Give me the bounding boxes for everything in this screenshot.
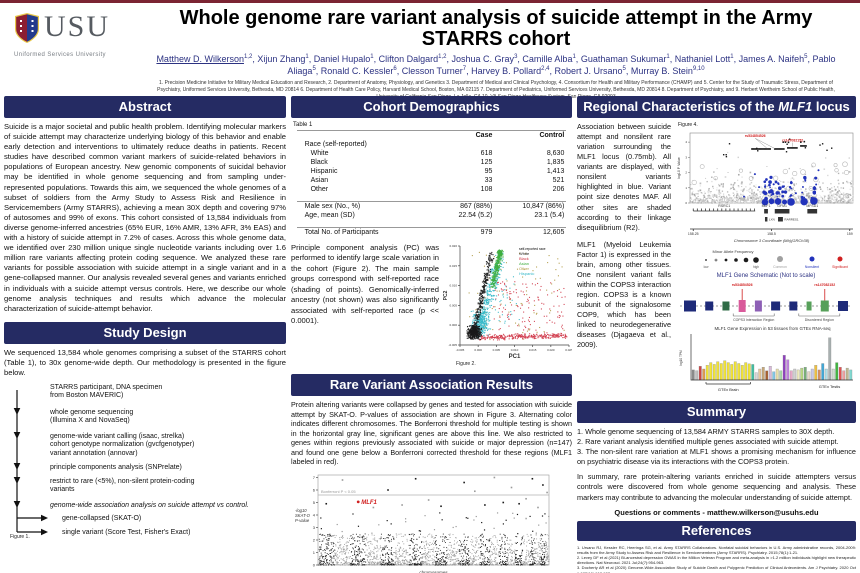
regional-paragraph-1: Association between suicide attempt and …: [577, 122, 671, 232]
maf-legend-canvas: [676, 247, 856, 271]
regional-text: Association between suicide attempt and …: [577, 122, 671, 398]
author-list: Matthew D. Wilkerson1,2, Xijun Zhang1, D…: [156, 54, 836, 76]
gene-schematic-title: MLF1 Gene Schematic (Not to scale): [716, 273, 816, 279]
contact-line: Questions or comments - matthew.wilkerso…: [614, 507, 819, 517]
table-row: Hispanic 95 1,413: [310, 168, 565, 175]
flow-step: single variant (Score Test, Fisher's Exa…: [62, 529, 191, 537]
poster-title: Whole genome rare variant analysis of su…: [179, 7, 813, 50]
author: Daniel Hupalo: [313, 54, 371, 64]
manhattan-plot-canvas: [291, 470, 553, 573]
summary-item: 1. Whole genome sequencing of 13,584 ARM…: [577, 427, 835, 436]
author: Matthew D. Wilkerson: [156, 54, 244, 64]
table-row: Race (self-reported): [304, 141, 367, 148]
flow-step: principle components analysis (SNPrelate…: [50, 464, 182, 472]
author: Ronald C. Kessler: [320, 65, 394, 76]
summary-item: 2. Rare variant analysis identified mult…: [577, 436, 839, 446]
gene-schematic-canvas: [676, 280, 856, 324]
cohort-heading: Cohort Demographics: [291, 96, 572, 118]
author: Clesson Turner: [401, 65, 463, 76]
table-header-row: Case Control: [296, 130, 567, 140]
pca-paragraph: Principle component analysis (PC) was pe…: [291, 243, 439, 326]
table1-label: Table 1: [293, 122, 313, 128]
author: Camille Alba: [522, 54, 573, 64]
author: Robert J. Ursano: [554, 65, 623, 76]
summary-body: In summary, rare protein-altering varian…: [577, 472, 856, 502]
author: Xijun Zhang: [257, 54, 306, 64]
table-row: Total No. of Participants 979 12,605: [296, 227, 567, 237]
demographics-table: Case Control Race (self-reported) White 618 8…: [296, 130, 567, 237]
author: James A. Naifeh: [738, 54, 805, 64]
flow-step: restrict to rare (<5%), non-silent prote…: [50, 478, 195, 494]
figure4-stack: Figure 4. MLF1 Gene Schematic (Not to sc…: [676, 122, 856, 398]
regional-paragraph-2: MLF1 (Myeloid Leukemia Factor 1) is expr…: [577, 239, 671, 350]
gtex-expression-canvas: [676, 324, 856, 398]
figure3-manhattan: Figure 3.: [291, 470, 572, 573]
figure1-caption: Figure 1.: [10, 534, 30, 541]
table-row: Age, mean (SD) 22.54 (5.2) 23.1 (5.4): [304, 212, 565, 219]
regional-plot-canvas: [676, 129, 856, 247]
table-row: [297, 194, 567, 202]
rare-variant-body: Protein altering variants were collapsed…: [291, 400, 572, 467]
flow-step: STARRS participant, DNA specimen from Bo…: [50, 384, 163, 400]
regional-heading: Regional Characteristics of the MLF1 loc…: [577, 96, 856, 118]
author: Guathaman Sukumar: [580, 54, 667, 64]
summary-item: 3. The non-silent rare variation at MLF1…: [577, 446, 856, 466]
author: Harvey B. Pollard: [471, 65, 542, 76]
study-design-intro: We sequenced 13,584 whole genomes compri…: [4, 347, 286, 377]
table-row: Asian 33 521: [310, 177, 565, 184]
flow-step: genome-wide association analysis on suic…: [50, 502, 249, 510]
table-row: Other 108 206: [310, 186, 565, 193]
author: Murray B. Stein: [630, 65, 693, 76]
references-heading: References: [577, 520, 856, 541]
flow-arrows: [13, 390, 48, 536]
logo-subtitle: Uniformed Services University: [14, 52, 106, 58]
reference-list: 1. Ursano RJ, Kessler RC, Heeringa SG, e…: [577, 545, 856, 573]
table-row: Male sex (No., %) 867 (88%) 10,847 (86%): [296, 201, 567, 211]
study-design-flowchart: STARRS participant, DNA specimen from Bo…: [4, 384, 286, 544]
author: Nathaniel Lott: [674, 54, 731, 64]
logo-acronym: USU: [44, 10, 111, 43]
table-row: Black 125 1,835: [310, 159, 565, 166]
usu-shield-icon: [14, 12, 40, 49]
pca-scatter-canvas: [442, 243, 572, 361]
author: Pablo Aliaga: [287, 54, 836, 76]
usu-logo: USU Uniformed Services University: [14, 10, 144, 59]
reference-item: 1. Ursano RJ, Kessler RC, Heeringa SG, e…: [577, 544, 856, 555]
summary-list: 1. Whole genome sequencing of 13,584 ARM…: [577, 427, 856, 466]
study-design-heading: Study Design: [4, 321, 286, 344]
figure2-pca: Figure 2.: [442, 243, 572, 367]
flow-step: genome-wide variant calling (isaac, stre…: [50, 433, 195, 457]
rare-variant-heading: Rare Variant Association Results: [291, 374, 572, 396]
summary-heading: Summary: [577, 401, 856, 423]
table-row: White 618 8,630: [310, 150, 565, 157]
abstract-heading: Abstract: [4, 96, 286, 118]
top-accent-line: [0, 0, 860, 3]
abstract-body: Suicide is a major societal and public h…: [4, 122, 286, 313]
reference-item: 3. Docherty AR et al (2020) Genome-Wide …: [577, 565, 856, 573]
flow-step: gene-collapsed (SKAT-O): [62, 515, 142, 523]
author: Clifton Dalgard: [378, 54, 439, 64]
table-row: [297, 220, 567, 228]
figure4-caption: Figure 4.: [678, 122, 698, 128]
flow-step: whole genome sequencing (Illumina X and …: [50, 409, 134, 425]
figure2-caption: Figure 2.: [456, 361, 476, 367]
reference-item: 2. Levey DF et al (2021) Bi-ancestral de…: [577, 554, 856, 566]
author: Joshua C. Gray: [451, 54, 515, 64]
